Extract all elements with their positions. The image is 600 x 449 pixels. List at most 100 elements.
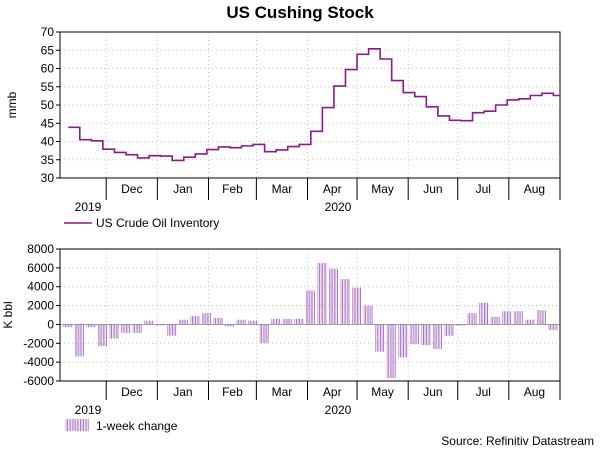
x-month-label: Mar: [272, 182, 293, 196]
change-bar: [213, 317, 223, 325]
top-panel-legend: US Crude Oil Inventory: [64, 216, 219, 230]
y-tick-label: 0: [47, 317, 54, 331]
y-tick-label: 40: [41, 135, 55, 149]
change-bar: [525, 319, 535, 325]
change-bar: [201, 313, 211, 325]
x-month-label: Jan: [173, 182, 192, 196]
change-bar: [352, 287, 361, 325]
y-tick-label: 65: [41, 43, 55, 57]
x-month-label: Jan: [173, 385, 192, 399]
bottom-panel-legend: 1-week change: [65, 419, 178, 433]
x-year-label-2020: 2020: [325, 403, 352, 417]
source-note: Source: Refinitiv Datastream: [441, 434, 594, 448]
change-bar: [305, 290, 315, 325]
x-month-label: Jul: [476, 385, 491, 399]
x-month-label: Jul: [476, 182, 491, 196]
y-tick-label: -6000: [23, 374, 54, 388]
y-tick-label: 8000: [27, 242, 54, 256]
weekly-change-bars: [60, 263, 560, 379]
crude-oil-inventory-line: [68, 47, 560, 162]
change-bar: [190, 315, 200, 325]
change-bar: [294, 318, 304, 325]
bottom-panel-frame: [59, 248, 561, 382]
top-panel-gridlines: [60, 31, 560, 179]
change-bar: [490, 316, 500, 325]
y-tick-label: 55: [41, 80, 55, 94]
legend-bar-swatch-fill: [65, 419, 89, 431]
change-bar: [282, 318, 292, 325]
y-tick-label: 45: [41, 116, 55, 130]
change-bar: [329, 268, 338, 325]
change-bar: [271, 318, 281, 325]
change-bar: [363, 305, 373, 325]
x-month-label: Feb: [222, 182, 243, 196]
change-bar: [98, 324, 107, 347]
change-bar: [63, 324, 73, 328]
change-bar: [109, 324, 119, 339]
top-panel-y-ticks: 30 35 40 45 50 55 60 65 70: [41, 25, 60, 185]
bottom-panel-gridlines: [60, 248, 560, 382]
x-month-label: Jun: [423, 182, 442, 196]
y-tick-label: -4000: [23, 355, 54, 369]
x-month-label: Jun: [423, 385, 442, 399]
y-tick-label: 30: [41, 171, 55, 185]
change-bar: [467, 313, 477, 325]
y-tick-label: 35: [41, 153, 55, 167]
x-month-label: Apr: [323, 385, 342, 399]
change-bar: [513, 311, 523, 325]
change-bar: [317, 263, 327, 325]
x-month-label: May: [371, 385, 394, 399]
x-month-label: Dec: [121, 182, 142, 196]
y-tick-label: 70: [41, 25, 55, 39]
change-bar: [74, 324, 84, 357]
top-panel-x-ticks: Dec Jan Feb Mar Apr May Jun Jul Aug 2019 2020: [75, 178, 561, 214]
legend-label-weekly-change: 1-week change: [96, 419, 178, 433]
change-bar: [444, 324, 454, 336]
change-bar: [432, 324, 442, 349]
y-tick-label: 6000: [27, 261, 54, 275]
change-bar: [121, 324, 130, 333]
y-tick-label: 50: [41, 98, 55, 112]
change-bar: [167, 324, 177, 336]
change-bar: [340, 279, 350, 325]
change-bar: [144, 320, 154, 325]
change-bar: [259, 324, 269, 344]
x-month-label: Aug: [524, 385, 545, 399]
x-month-label: Feb: [222, 385, 243, 399]
change-bar: [502, 311, 512, 325]
y-tick-label: -2000: [23, 336, 54, 350]
x-year-label-2019: 2019: [75, 403, 102, 417]
change-bar: [421, 324, 431, 346]
x-month-label: Apr: [323, 182, 342, 196]
top-panel-y-axis-label: mmb: [5, 91, 19, 118]
x-month-label: Aug: [524, 182, 545, 196]
change-bar: [86, 324, 96, 328]
x-month-label: Dec: [121, 385, 142, 399]
bottom-panel-x-ticks: Dec Jan Feb Mar Apr May Jun Jul Aug 2019 2020: [75, 381, 561, 417]
bottom-panel-y-axis-label: K bbl: [1, 301, 15, 328]
change-bar: [398, 324, 408, 358]
change-bar: [248, 320, 257, 325]
legend-label-inventory: US Crude Oil Inventory: [96, 216, 219, 230]
change-bar: [479, 302, 488, 325]
y-tick-label: 60: [41, 62, 55, 76]
x-year-label-2019: 2019: [75, 200, 102, 214]
change-bar: [225, 324, 234, 327]
change-bar: [375, 324, 385, 352]
x-month-label: Mar: [272, 385, 293, 399]
change-bar: [132, 324, 142, 333]
chart-title: US Cushing Stock: [226, 3, 374, 22]
change-bar: [178, 319, 188, 325]
bottom-panel-y-ticks: -6000 -4000 -2000 0 2000 4000 6000 8000: [23, 242, 60, 388]
change-bar: [409, 324, 419, 345]
legend-bar-swatch: [65, 419, 89, 431]
y-tick-label: 2000: [27, 299, 54, 313]
x-month-label: May: [371, 182, 394, 196]
change-bar: [386, 324, 396, 379]
change-bar: [536, 310, 546, 325]
change-bar: [236, 319, 246, 325]
y-tick-label: 4000: [27, 280, 54, 294]
change-bar: [548, 324, 558, 331]
